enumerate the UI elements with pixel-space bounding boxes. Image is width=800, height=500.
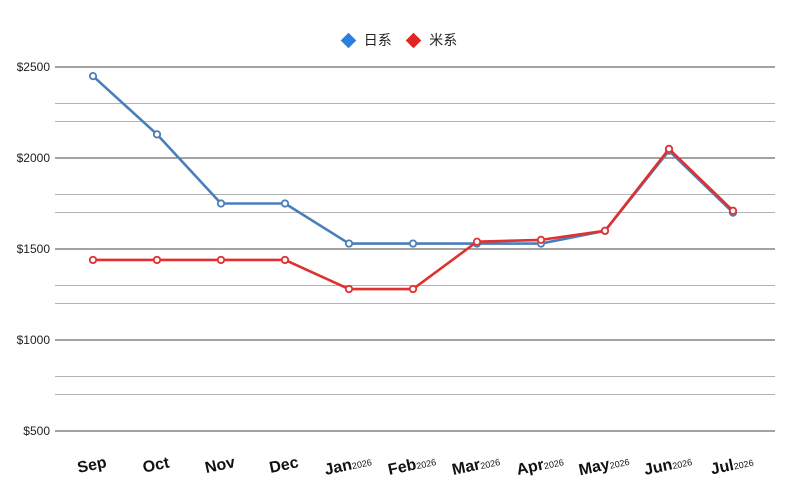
x-tick-label: Feb2026 [387,452,438,479]
data-point-series-2 [664,144,674,153]
data-point-series-1 [344,239,354,248]
data-point-series-1 [280,199,290,208]
data-point-series-2 [728,206,738,215]
data-point-series-2 [216,255,226,265]
legend-item-series-2[interactable]: 米系 [405,30,458,50]
data-point-series-2 [536,235,546,244]
data-point-series-1 [152,130,162,139]
x-tick-label: Jul2026 [709,453,755,479]
y-tick-label: $500 [23,424,50,438]
data-point-series-2 [88,255,98,265]
data-point-series-2 [472,237,482,246]
data-point-series-2 [152,255,162,265]
data-point-series-2 [408,284,418,294]
data-point-series-2 [600,226,610,235]
x-tick-label: Mar2026 [451,452,502,479]
data-point-series-2 [344,284,354,294]
data-point-series-1 [216,199,226,208]
x-tick-label: Jan2026 [323,452,373,479]
y-tick-label: $1000 [17,333,51,347]
chart-legend: 日系 米系 [0,30,800,50]
data-point-series-2 [280,255,290,265]
x-tick-label: Nov [204,454,237,477]
x-tick-label: Sep [76,454,108,477]
x-tick-label: Dec [268,454,300,477]
series-line-1 [92,75,734,245]
x-tick-label: Apr2026 [515,452,565,479]
legend-item-series-1[interactable]: 日系 [340,30,392,50]
x-tick-label: Oct [141,454,171,476]
y-tick-label: $2000 [17,151,51,165]
y-tick-label: $2500 [17,60,51,74]
legend-label-series-2: 米系 [429,33,458,49]
y-tick-label: $1500 [17,242,51,256]
x-tick-label: Jun2026 [643,452,694,479]
legend-label-series-1: 日系 [363,33,392,49]
data-point-series-1 [88,72,98,81]
x-tick-label: May2026 [577,452,631,479]
data-point-series-1 [408,239,418,248]
